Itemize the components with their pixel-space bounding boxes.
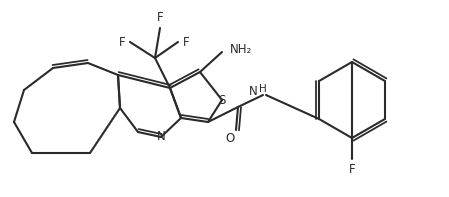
Text: N: N (249, 85, 258, 98)
Text: N: N (157, 130, 165, 143)
Text: S: S (218, 94, 226, 107)
Text: F: F (349, 163, 355, 176)
Text: H: H (259, 84, 267, 94)
Text: F: F (119, 35, 125, 48)
Text: O: O (225, 132, 235, 145)
Text: F: F (157, 11, 163, 24)
Text: NH₂: NH₂ (230, 43, 252, 56)
Text: F: F (183, 35, 189, 48)
